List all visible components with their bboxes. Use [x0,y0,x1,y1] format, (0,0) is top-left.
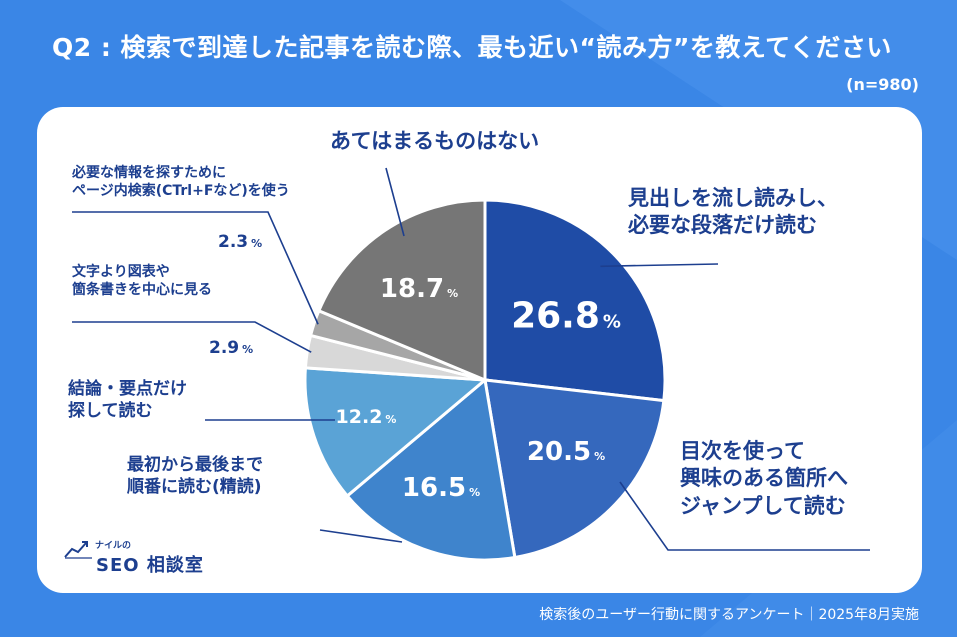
leader-line-slice-5 [72,321,312,353]
pie-slice-3 [345,377,517,562]
logo-text: SEO 相談室 [96,555,204,576]
value-slice-3: 16.5% [401,473,481,503]
value-slice-4: 12.2% [335,406,397,428]
leader-line-slice-2 [619,481,870,551]
label-slice-5: 文字より図表や 箇条書きを中心に見る [72,264,212,299]
logo-chart-icon [64,541,92,559]
logo-subtext: ナイルの [95,541,132,551]
value-slice-1: 26.8% [511,295,621,337]
leader-line-slice-1 [600,263,719,268]
pie-slice-7 [316,198,487,383]
value-slice-5: 2.9% [209,338,254,358]
pie-slice-1 [483,198,667,403]
pie-slice-4 [303,366,489,499]
leader-line-slice-7 [385,167,405,237]
label-slice-4: 結論・要点だけ 探して読む [68,379,187,422]
sample-size: (n=980) [846,75,919,94]
value-slice-7: 18.7% [379,274,459,304]
value-slice-2: 20.5% [526,437,606,467]
chart-title: Q2 : 検索で到達した記事を読む際、最も近い“読み方”を教えてください [52,33,892,62]
leader-line-slice-6 [72,211,319,325]
pie-slice-2 [483,378,666,560]
leader-line-slice-3 [319,529,403,543]
label-slice-7: あてはまるものはない [330,129,540,153]
footer-source: 検索後のユーザー行動に関するアンケート｜2025年8月実施 [539,607,919,623]
label-slice-2: 目次を使って 興味のある箇所へ ジャンプして読む [680,439,848,518]
value-slice-6: 2.3% [218,232,263,252]
label-slice-6: 必要な情報を探すために ページ内検索(CTrl+Fなど)を使う [72,165,290,200]
label-slice-3: 最初から最後まで 順番に読む(精読) [127,455,263,498]
label-slice-1: 見出しを流し読みし、 必要な段落だけ読む [628,186,838,238]
